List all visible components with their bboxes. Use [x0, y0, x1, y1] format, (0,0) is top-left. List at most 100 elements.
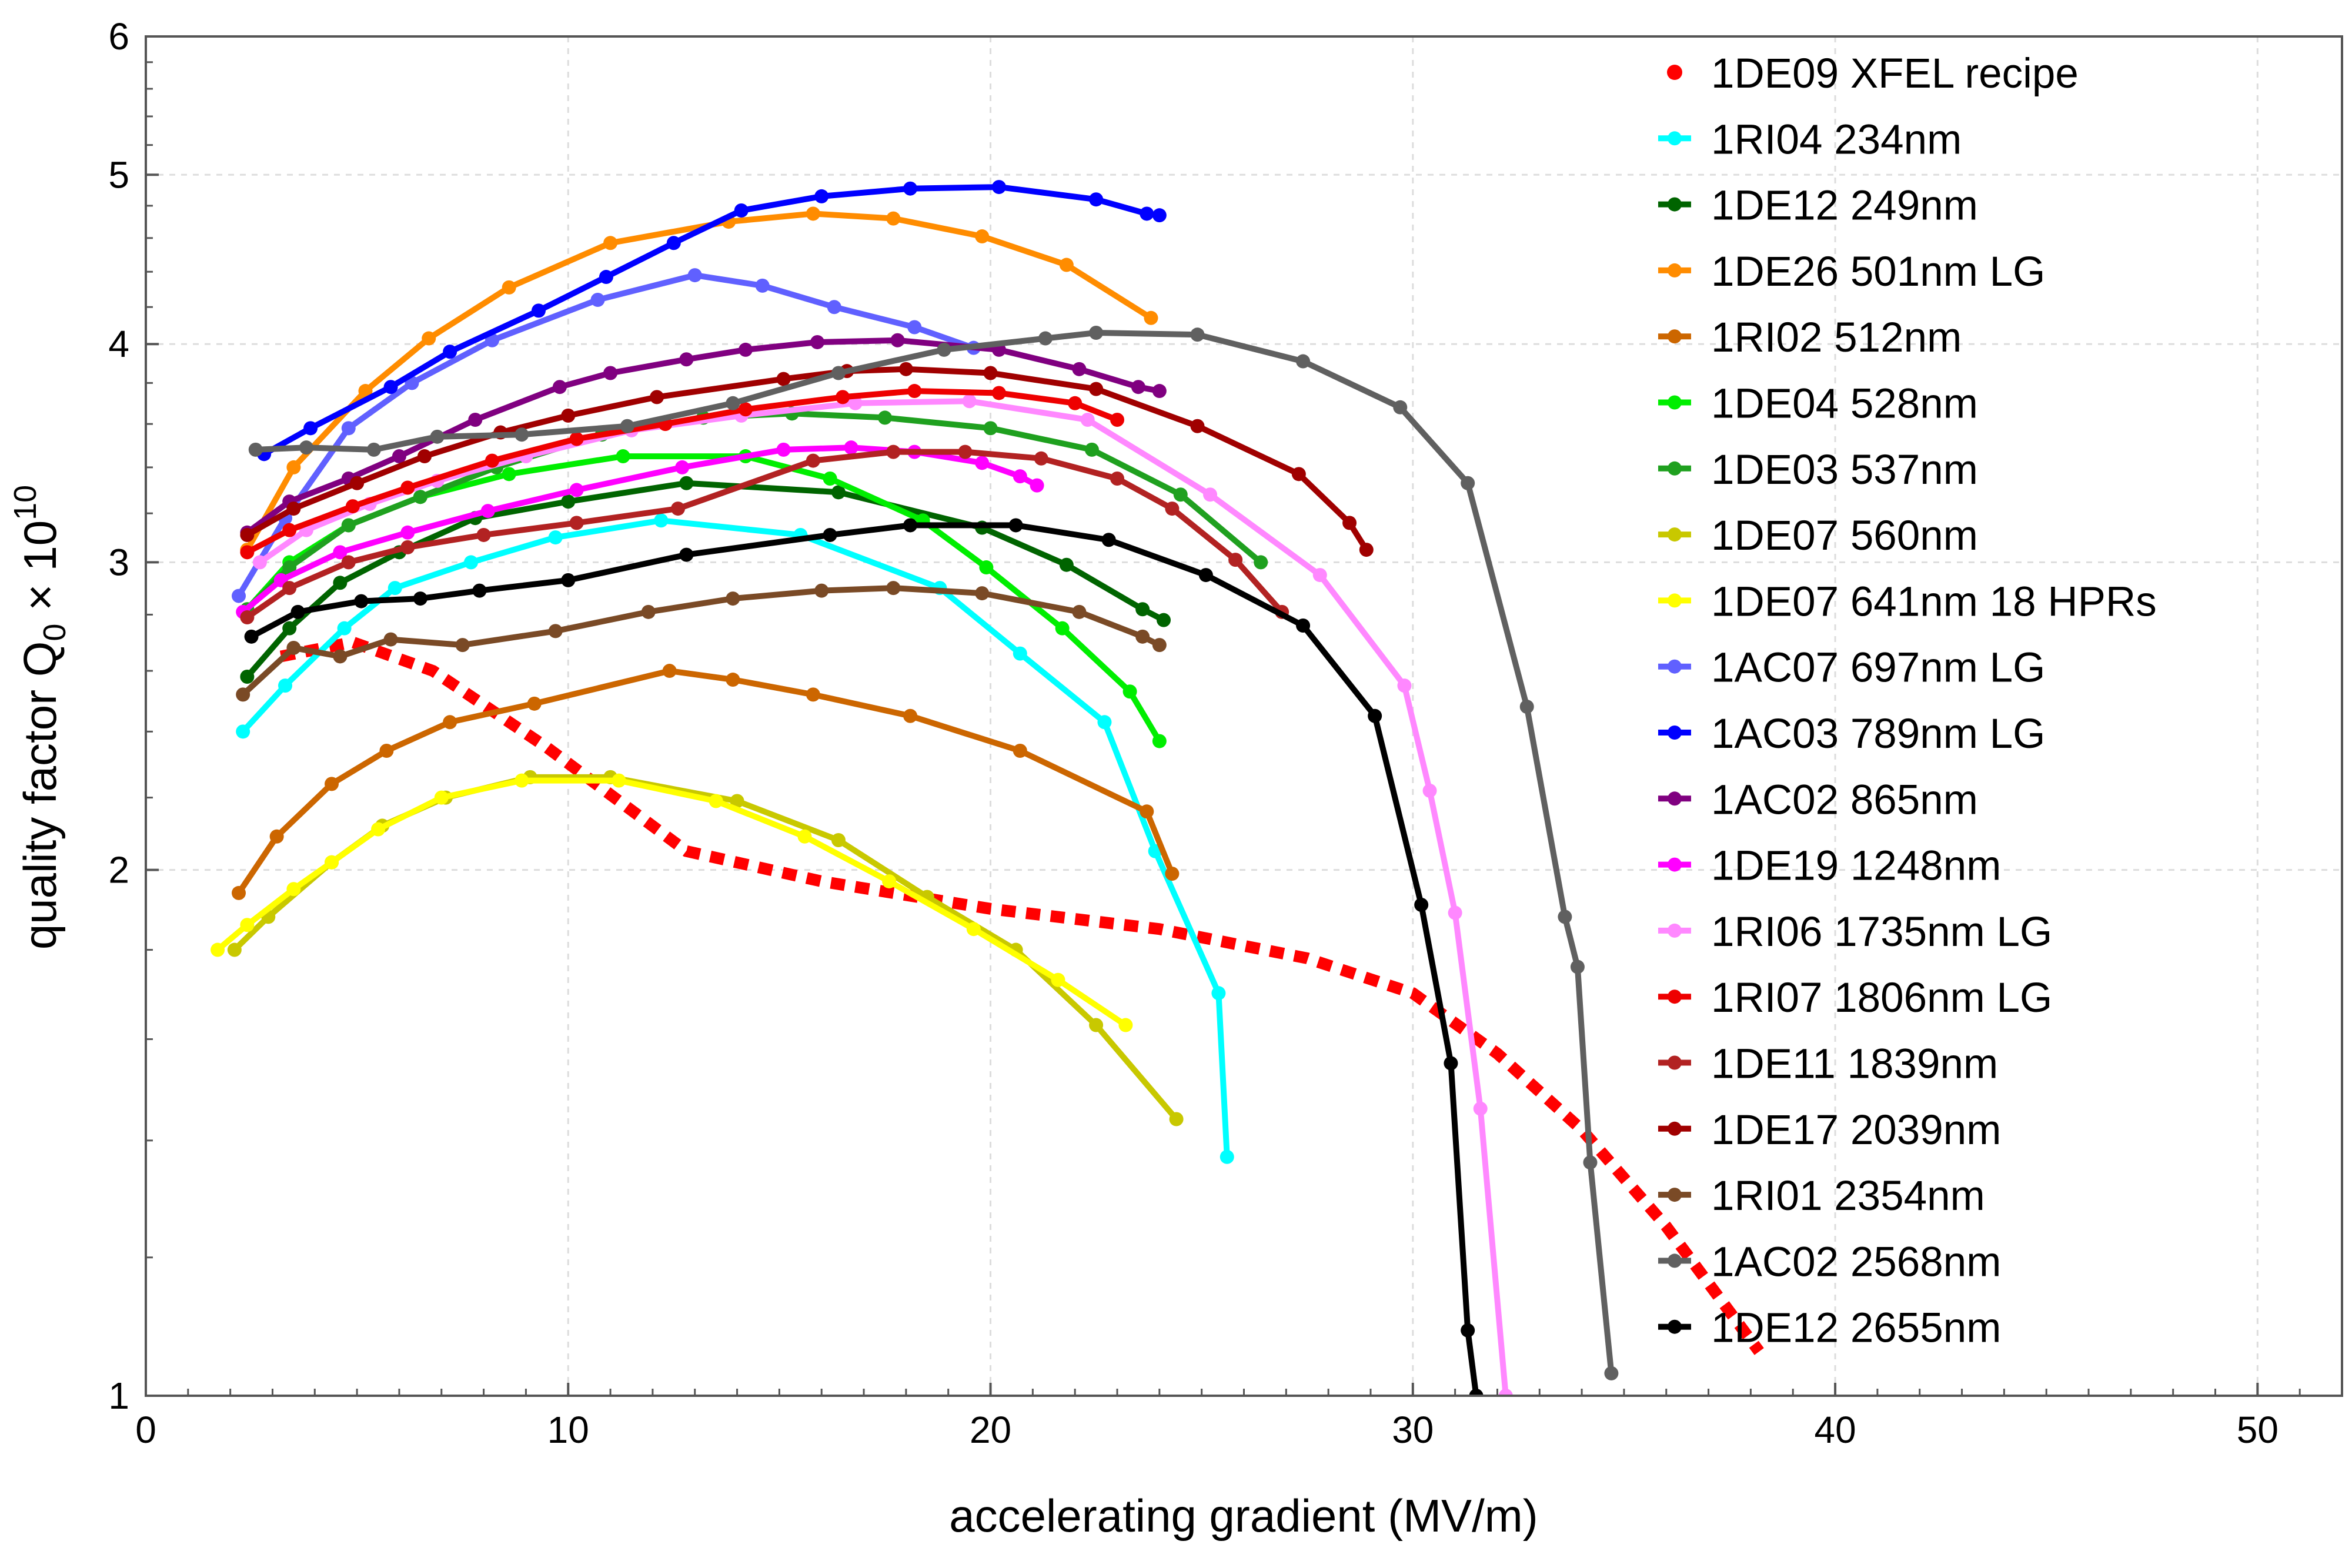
data-point: [400, 525, 415, 540]
data-point: [1254, 555, 1268, 570]
data-point: [455, 638, 470, 653]
data-point: [1013, 469, 1027, 484]
legend-swatch: [1668, 461, 1682, 476]
data-point: [806, 206, 820, 221]
series-12: [236, 440, 1044, 619]
data-point: [1089, 1018, 1104, 1032]
data-point: [1034, 451, 1048, 466]
data-point: [991, 180, 1006, 195]
data-point: [325, 855, 339, 870]
data-point: [886, 444, 901, 459]
x-tick-label: 20: [970, 1409, 1011, 1451]
data-point: [687, 268, 702, 283]
data-point: [236, 687, 250, 702]
data-point: [527, 696, 542, 711]
data-point: [1422, 783, 1437, 798]
data-point: [755, 278, 770, 293]
data-point: [443, 715, 457, 730]
data-point: [776, 372, 791, 386]
legend: 1DE09 XFEL recipe 1RI04 234nm 1DE12 249nm 1…: [1658, 51, 2157, 1352]
data-point: [227, 942, 242, 957]
data-point: [392, 449, 406, 464]
data-point: [1220, 1149, 1234, 1164]
legend-item: 1RI06 1735nm LG: [1658, 909, 2052, 955]
data-point: [641, 604, 656, 619]
data-point: [1080, 412, 1095, 427]
y-tick-label: 2: [108, 849, 129, 891]
series-line: [279, 636, 1764, 1355]
data-point: [903, 708, 918, 723]
data-point: [1211, 986, 1226, 1001]
legend-label: 1DE04 528nm: [1711, 381, 1978, 427]
series-17: [236, 581, 1167, 702]
data-point: [831, 833, 846, 847]
data-point: [337, 621, 352, 636]
data-point: [975, 456, 990, 470]
legend-item: 1RI01 2354nm: [1658, 1173, 1985, 1219]
y-axis-label: quality factor Q0 × 1010: [8, 485, 72, 950]
data-point: [810, 335, 825, 349]
data-point: [341, 421, 356, 436]
data-point: [248, 442, 263, 457]
data-point: [679, 547, 694, 562]
data-point: [814, 189, 829, 203]
data-point: [1444, 1056, 1458, 1071]
data-point: [654, 513, 669, 528]
data-point: [472, 583, 487, 598]
data-point: [1291, 467, 1306, 482]
data-point: [240, 670, 255, 684]
legend-item: 1RI04 234nm: [1658, 116, 1962, 163]
data-point: [1152, 638, 1167, 653]
series-19: [244, 518, 1484, 1396]
data-point: [400, 540, 415, 554]
data-point: [434, 790, 449, 805]
data-point: [278, 678, 293, 693]
legend-swatch: [1668, 791, 1682, 806]
data-point: [502, 467, 516, 482]
series-0: [279, 636, 1764, 1355]
data-point: [1089, 382, 1104, 396]
series-line: [245, 366, 1369, 551]
data-point: [269, 829, 284, 844]
data-point: [485, 453, 499, 468]
data-point: [1131, 380, 1145, 394]
data-point: [814, 583, 829, 598]
series-3: [240, 206, 1158, 557]
legend-item: 1DE17 2039nm: [1658, 1107, 2001, 1154]
data-point: [1152, 734, 1167, 748]
legend-label: 1AC02 2568nm: [1711, 1239, 2001, 1285]
data-point: [286, 460, 301, 474]
data-point: [1228, 553, 1243, 567]
data-point: [422, 331, 436, 346]
data-point: [726, 396, 740, 410]
data-point: [240, 918, 255, 932]
data-point: [991, 386, 1006, 400]
data-point: [844, 440, 858, 455]
legend-label: 1RI04 234nm: [1711, 116, 1962, 163]
data-point: [413, 591, 427, 606]
data-point: [383, 380, 398, 394]
data-point: [650, 390, 664, 404]
data-point: [561, 408, 576, 423]
data-point: [1461, 1323, 1475, 1338]
legend-item: 1AC02 2568nm: [1658, 1239, 2001, 1285]
data-point: [726, 591, 740, 606]
data-point: [1059, 258, 1074, 272]
data-point: [333, 545, 348, 560]
data-point: [666, 236, 681, 250]
data-point: [341, 555, 356, 570]
data-point: [282, 523, 297, 537]
data-point: [387, 581, 402, 596]
legend-label: 1AC02 865nm: [1711, 777, 1978, 823]
data-point: [1583, 1155, 1598, 1170]
legend-item: 1RI02 512nm: [1658, 315, 1962, 361]
data-point: [1152, 384, 1167, 399]
y-axis: 1 2 3 4 5 6: [108, 15, 159, 1417]
data-point: [1312, 568, 1327, 583]
legend-swatch: [1668, 395, 1682, 410]
data-point: [975, 229, 990, 244]
legend-swatch: [1668, 593, 1682, 608]
series-line: [240, 517, 1230, 1158]
data-point: [1519, 700, 1534, 714]
y-tick-label: 3: [108, 541, 129, 583]
